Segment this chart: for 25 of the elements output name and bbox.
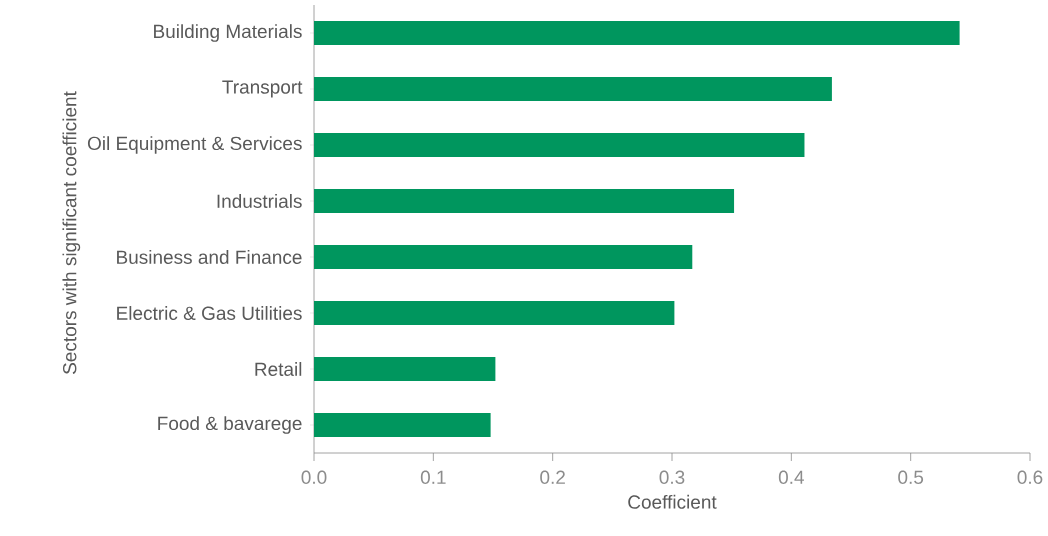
bar bbox=[314, 21, 960, 45]
y-tick-label: Electric & Gas Utilities bbox=[117, 306, 302, 320]
x-tick-label: 0.5 bbox=[898, 470, 924, 484]
x-tick-label: 0.1 bbox=[420, 470, 446, 484]
y-tick-label: Oil Equipment & Services bbox=[87, 136, 302, 154]
y-tick-label: Industrials bbox=[217, 194, 302, 208]
bar bbox=[314, 189, 735, 214]
bar bbox=[314, 357, 496, 381]
y-tick-label: Food & bavarege bbox=[158, 416, 302, 434]
x-tick-label: 0.6 bbox=[1017, 470, 1043, 484]
x-tick-label: 0.4 bbox=[778, 470, 804, 484]
x-tick-label: 0.3 bbox=[659, 470, 685, 484]
x-tick-label: 0.2 bbox=[540, 470, 565, 484]
y-tick-label: Transport bbox=[222, 80, 303, 98]
bar bbox=[314, 413, 491, 438]
bar bbox=[314, 133, 805, 157]
x-tick-label: 0.0 bbox=[301, 470, 327, 484]
bar bbox=[314, 77, 832, 102]
x-axis-title: Coefficient bbox=[628, 494, 717, 509]
bar bbox=[314, 245, 693, 269]
bar bbox=[314, 301, 675, 326]
y-axis-title: Sectors with significant coefficient bbox=[62, 91, 81, 375]
y-tick-label: Business and Finance bbox=[117, 250, 302, 264]
y-tick-label: Building Materials bbox=[154, 24, 302, 42]
y-tick-label: Retail bbox=[255, 362, 302, 376]
